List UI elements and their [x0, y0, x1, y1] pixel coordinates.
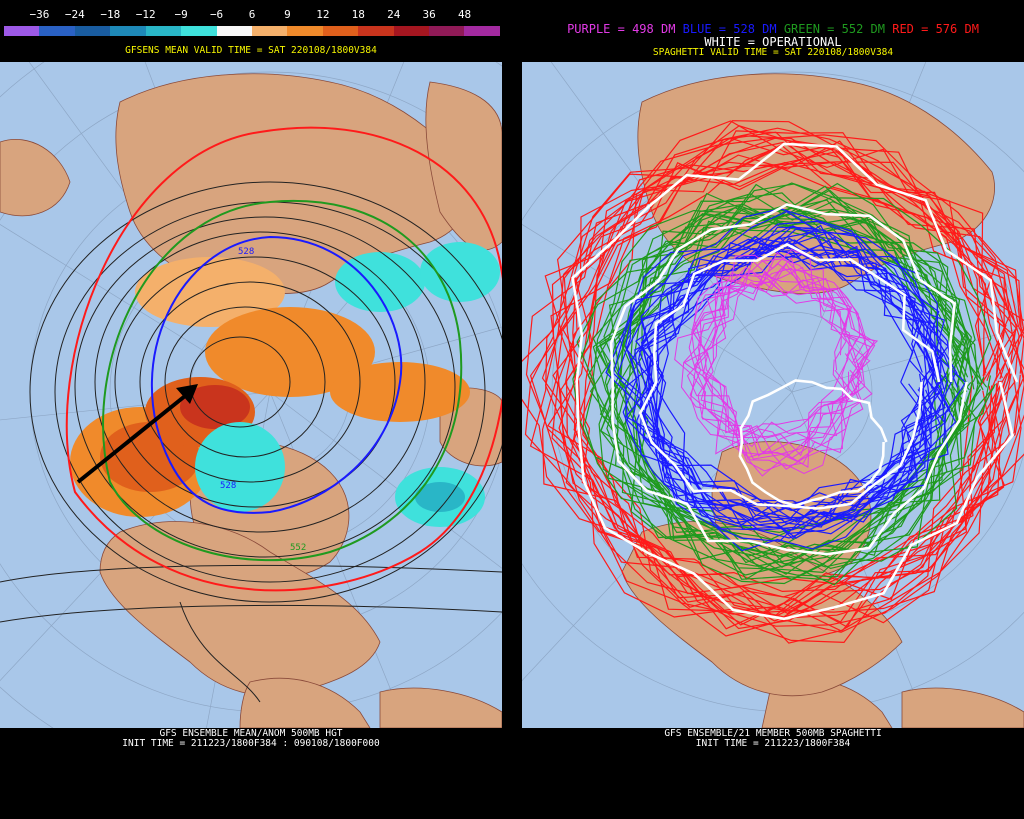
right-panel: PURPLE = 498 DM BLUE = 528 DM GREEN = 55…	[522, 0, 1024, 819]
legend-green: GREEN = 552 DM	[783, 22, 885, 36]
spaghetti-member-line	[654, 228, 943, 539]
colorbar-cell	[39, 26, 75, 36]
contour-label-552: 552	[290, 543, 306, 553]
spaghetti-member-line	[638, 226, 941, 552]
contour-label-528-top: 528	[238, 247, 254, 257]
colorbar-cell	[358, 26, 394, 36]
spaghetti-member-line	[689, 256, 860, 448]
contour-576	[65, 126, 502, 592]
right-map-svg	[522, 62, 1024, 728]
colorbar-cell	[4, 26, 40, 36]
colorbar-cell	[74, 26, 111, 36]
colorbar-cell	[216, 26, 252, 36]
colorbar-tick-label: −6	[209, 8, 224, 21]
spaghetti-member-line	[592, 189, 985, 558]
operational-contour-line	[571, 142, 1019, 621]
legend-blue: BLUE = 528 DM	[682, 22, 777, 36]
spaghetti-member-line	[617, 185, 967, 575]
colorbar-cell	[393, 26, 430, 36]
spaghetti-member-line	[643, 246, 949, 512]
left-footer-line1: GFS ENSEMBLE MEAN/ANOM 500MB HGT	[159, 728, 343, 739]
spaghetti-member-line	[529, 142, 1024, 637]
colorbar-tick-label: 12	[316, 8, 330, 21]
colorbar-tick-label: 9	[284, 8, 291, 21]
operational-contour-line	[609, 203, 968, 556]
colorbar-tick-label: −18	[100, 8, 121, 21]
colorbar-tick-label: 36	[422, 8, 436, 21]
legend-purple: PURPLE = 498 DM	[567, 22, 676, 36]
spaghetti-member-line	[703, 279, 873, 467]
colorbar-tick-label: −24	[64, 8, 85, 21]
spaghetti-lines	[522, 120, 1024, 644]
right-footer-line1: GFS ENSEMBLE/21 MEMBER 500MB SPAGHETTI	[664, 728, 882, 739]
right-valid-time-title: SPAGHETTI VALID TIME = SAT 220108/1800V3…	[652, 47, 894, 58]
colorbar-cell	[429, 26, 465, 36]
colorbar-cell	[464, 26, 500, 36]
colorbar-cell	[322, 26, 359, 36]
spaghetti-member-line	[619, 210, 971, 580]
colorbar-cell	[145, 26, 182, 36]
colorbar-tick-label: 6	[248, 8, 256, 21]
spaghetti-member-line	[697, 270, 876, 475]
contour-label-528-bottom: 528	[220, 481, 236, 491]
spaghetti-member-line	[641, 225, 949, 540]
operational-contour-line	[638, 242, 941, 510]
colorbar-tick-label: 48	[457, 8, 472, 21]
operational-contour-line	[738, 379, 888, 507]
legend-red: RED = 576 DM	[892, 22, 979, 36]
spaghetti-member-line	[541, 145, 1024, 593]
spaghetti-member-line	[605, 208, 928, 530]
spaghetti-member-line	[705, 258, 865, 457]
right-map	[522, 62, 1024, 728]
spaghetti-member-line	[589, 199, 959, 585]
spaghetti-member-line	[686, 263, 869, 439]
colorbar-tick-label: −36	[29, 8, 50, 21]
spaghetti-member-line	[544, 127, 1018, 624]
anomaly-fills	[70, 242, 500, 527]
left-footer-line2: INIT TIME = 211223/1800F384 : 090108/180…	[122, 738, 380, 749]
spaghetti-member-line	[697, 273, 861, 477]
spaghetti-member-line	[617, 183, 973, 560]
annotation-arrow	[76, 384, 198, 484]
spaghetti-member-line	[680, 251, 867, 462]
left-map: 528 528 552	[0, 62, 502, 728]
colorbar-tick-label: −12	[135, 8, 156, 21]
colorbar-cell	[287, 26, 323, 36]
spaghetti-member-line	[606, 217, 970, 574]
left-valid-time-title: GFSENS MEAN VALID TIME = SAT 220108/1800…	[125, 45, 377, 56]
contour-528	[150, 235, 403, 514]
colorbar-labels: −36 −24 −18 −12 −9 −6 6 9 12 18 24 36 48	[4, 8, 500, 22]
left-map-svg: 528 528 552	[0, 62, 502, 728]
contour-552	[102, 199, 463, 562]
right-footer-line2: INIT TIME = 211223/1800F384	[695, 738, 851, 749]
spaghetti-legend: PURPLE = 498 DM BLUE = 528 DM GREEN = 55…	[522, 22, 1024, 36]
anomaly-colorbar	[4, 4, 500, 36]
spaghetti-member-line	[573, 125, 1021, 623]
spaghetti-member-line	[693, 267, 858, 453]
spaghetti-member-line	[634, 236, 967, 523]
colorbar-tick-label: 24	[387, 8, 401, 21]
spaghetti-member-line	[639, 226, 954, 521]
colorbar-cell	[110, 26, 146, 36]
spaghetti-member-line	[525, 137, 1011, 632]
colorbar-cell	[251, 26, 288, 36]
colorbar-tick-label: −9	[174, 8, 188, 21]
spaghetti-member-line	[587, 207, 991, 552]
spaghetti-member-line	[522, 137, 1024, 618]
legend-white: WHITE = OPERATIONAL	[704, 35, 842, 49]
colorbar-tick-label: 18	[351, 8, 365, 21]
colorbar-cell	[181, 26, 217, 36]
left-panel: −36 −24 −18 −12 −9 −6 6 9 12 18 24 36 48 GFSENS MEAN…	[0, 0, 502, 819]
height-contours	[0, 181, 502, 703]
